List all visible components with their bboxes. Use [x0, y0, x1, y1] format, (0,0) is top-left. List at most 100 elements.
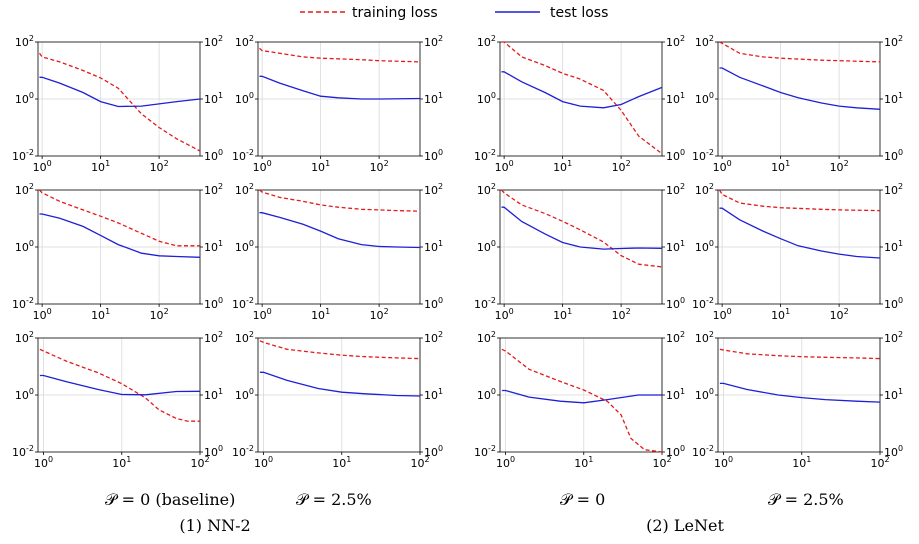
right-y-tick-label: 101: [424, 387, 443, 402]
x-tick-label: 101: [574, 455, 593, 470]
right-y-tick-label: 102: [666, 34, 685, 49]
training-loss-line: [39, 348, 200, 422]
right-y-tick-label: 100: [884, 148, 903, 163]
test-loss-line: [719, 67, 881, 110]
left-y-tick-label: 102: [15, 330, 34, 345]
left-y-tick-label: 100: [695, 387, 714, 402]
left-y-tick-label: 10-2: [232, 444, 254, 459]
x-tick-label: 101: [311, 159, 330, 174]
x-tick-label: 101: [553, 307, 572, 322]
x-tick-label: 102: [370, 307, 389, 322]
test-loss-line: [259, 75, 421, 100]
right-y-tick-label: 100: [204, 444, 223, 459]
x-tick-label: 102: [612, 159, 631, 174]
test-loss-line: [39, 213, 201, 258]
test-loss-line: [719, 382, 881, 403]
left-y-tick-label: 102: [15, 34, 34, 49]
x-tick-label: 102: [190, 455, 209, 470]
right-y-tick-label: 100: [424, 444, 443, 459]
right-y-tick-label: 102: [424, 330, 443, 345]
right-y-tick-label: 101: [204, 387, 223, 402]
caption-col4: 𝒫 = 2.5%: [768, 490, 844, 509]
test-loss-line: [501, 206, 663, 250]
right-y-tick-label: 102: [884, 330, 903, 345]
right-y-tick-label: 100: [884, 296, 903, 311]
x-tick-label: 101: [91, 307, 110, 322]
right-y-tick-label: 102: [666, 182, 685, 197]
left-y-tick-label: 102: [235, 182, 254, 197]
left-y-tick-label: 10-2: [692, 444, 714, 459]
test-loss-line: [259, 212, 421, 249]
left-y-tick-label: 10-2: [232, 296, 254, 311]
x-tick-label: 100: [254, 455, 273, 470]
right-y-tick-label: 102: [424, 34, 443, 49]
right-y-tick-label: 101: [424, 239, 443, 254]
x-tick-label: 102: [150, 307, 169, 322]
left-y-tick-label: 102: [695, 34, 714, 49]
right-y-tick-label: 100: [204, 296, 223, 311]
x-tick-label: 101: [112, 455, 131, 470]
test-loss-line: [501, 389, 662, 404]
x-tick-label: 100: [713, 307, 732, 322]
left-y-tick-label: 102: [695, 182, 714, 197]
right-y-tick-label: 102: [884, 182, 903, 197]
left-y-tick-label: 100: [15, 387, 34, 402]
right-y-tick-label: 102: [424, 182, 443, 197]
right-y-tick-label: 101: [884, 239, 903, 254]
training-loss-line: [38, 52, 201, 152]
right-y-tick-label: 100: [666, 444, 685, 459]
right-y-tick-label: 101: [666, 91, 685, 106]
right-y-tick-label: 100: [424, 148, 443, 163]
x-tick-label: 101: [771, 307, 790, 322]
left-y-tick-label: 100: [15, 239, 34, 254]
left-y-tick-label: 10-2: [474, 148, 496, 163]
x-tick-label: 100: [714, 455, 733, 470]
right-y-tick-label: 101: [666, 387, 685, 402]
test-loss-line: [39, 374, 201, 396]
training-loss-line: [719, 348, 881, 360]
x-tick-label: 100: [495, 159, 514, 174]
left-y-tick-label: 102: [477, 330, 496, 345]
right-y-tick-label: 102: [204, 330, 223, 345]
right-y-tick-label: 101: [204, 91, 223, 106]
training-loss-line: [718, 189, 881, 212]
right-y-tick-label: 102: [884, 34, 903, 49]
x-tick-label: 100: [34, 455, 53, 470]
left-y-tick-label: 10-2: [474, 296, 496, 311]
legend-test-label: test loss: [550, 5, 608, 21]
test-loss-line: [39, 76, 201, 108]
left-y-tick-label: 100: [235, 239, 254, 254]
caption-group2: (2) LeNet: [646, 516, 724, 535]
training-loss-line: [501, 41, 663, 155]
legend-training-label: training loss: [352, 5, 438, 21]
left-y-tick-label: 102: [235, 34, 254, 49]
x-tick-label: 100: [713, 159, 732, 174]
x-tick-label: 102: [410, 455, 429, 470]
training-loss-line: [39, 189, 200, 247]
left-y-tick-label: 102: [695, 330, 714, 345]
x-tick-label: 101: [771, 159, 790, 174]
right-y-tick-label: 100: [666, 296, 685, 311]
x-tick-label: 102: [652, 455, 671, 470]
x-tick-label: 100: [33, 159, 52, 174]
left-y-tick-label: 100: [235, 91, 254, 106]
training-loss-line: [259, 189, 421, 212]
right-y-tick-label: 100: [204, 148, 223, 163]
left-y-tick-label: 102: [477, 34, 496, 49]
left-y-tick-label: 100: [477, 239, 496, 254]
x-tick-label: 102: [150, 159, 169, 174]
x-tick-label: 102: [830, 307, 849, 322]
training-loss-line: [501, 348, 663, 453]
x-tick-label: 101: [311, 307, 330, 322]
x-tick-label: 100: [496, 455, 515, 470]
right-y-tick-label: 100: [884, 444, 903, 459]
test-loss-line: [259, 371, 421, 397]
